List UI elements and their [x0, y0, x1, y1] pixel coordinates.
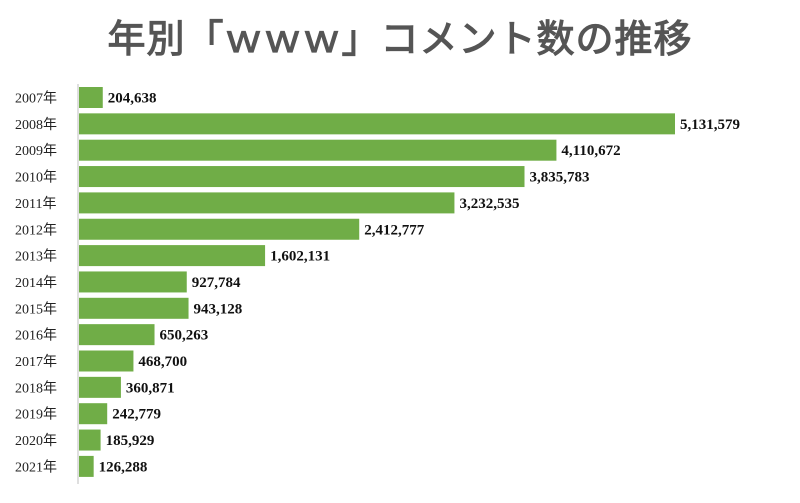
- value-label: 2,412,777: [364, 222, 425, 238]
- bar: [79, 87, 103, 108]
- bar: [79, 455, 94, 477]
- category-label: 2008年: [15, 117, 57, 133]
- value-label: 126,288: [99, 459, 148, 475]
- bar: [79, 403, 108, 425]
- value-label: 5,131,579: [680, 117, 740, 133]
- category-label: 2011年: [15, 196, 56, 212]
- category-label: 2009年: [15, 143, 57, 159]
- bar: [79, 324, 155, 346]
- bar: [79, 350, 134, 372]
- value-label: 185,929: [106, 433, 155, 449]
- bar: [79, 376, 121, 398]
- value-label: 242,779: [112, 407, 161, 423]
- value-label: 3,232,535: [459, 196, 519, 212]
- category-label: 2020年: [15, 433, 57, 449]
- value-label: 650,263: [160, 328, 209, 344]
- category-label: 2013年: [15, 249, 57, 265]
- category-label: 2019年: [15, 407, 57, 423]
- category-label: 2021年: [15, 459, 57, 475]
- value-label: 4,110,672: [561, 143, 620, 159]
- value-label: 943,128: [194, 301, 243, 317]
- bar: [79, 113, 675, 135]
- value-label: 927,784: [192, 275, 241, 291]
- bar: [79, 271, 187, 293]
- bar: [79, 166, 525, 188]
- bar: [79, 192, 455, 214]
- category-label: 2016年: [15, 328, 57, 344]
- value-label: 468,700: [138, 354, 187, 370]
- category-label: 2012年: [15, 222, 57, 238]
- bar: [79, 139, 557, 161]
- bar: [79, 218, 360, 240]
- bar: [79, 245, 266, 267]
- category-label: 2017年: [15, 354, 57, 370]
- value-label: 1,602,131: [270, 249, 330, 265]
- chart-title: 年別「ｗｗｗ」コメント数の推移: [107, 17, 693, 61]
- category-label: 2015年: [15, 301, 57, 317]
- category-label: 2014年: [15, 275, 57, 291]
- bar: [79, 297, 189, 319]
- bar: [79, 429, 101, 451]
- category-label: 2018年: [15, 380, 57, 396]
- value-label: 3,835,783: [530, 170, 590, 186]
- category-label: 2007年: [15, 91, 57, 107]
- value-label: 204,638: [108, 91, 157, 107]
- category-label: 2010年: [15, 170, 57, 186]
- value-label: 360,871: [126, 380, 175, 396]
